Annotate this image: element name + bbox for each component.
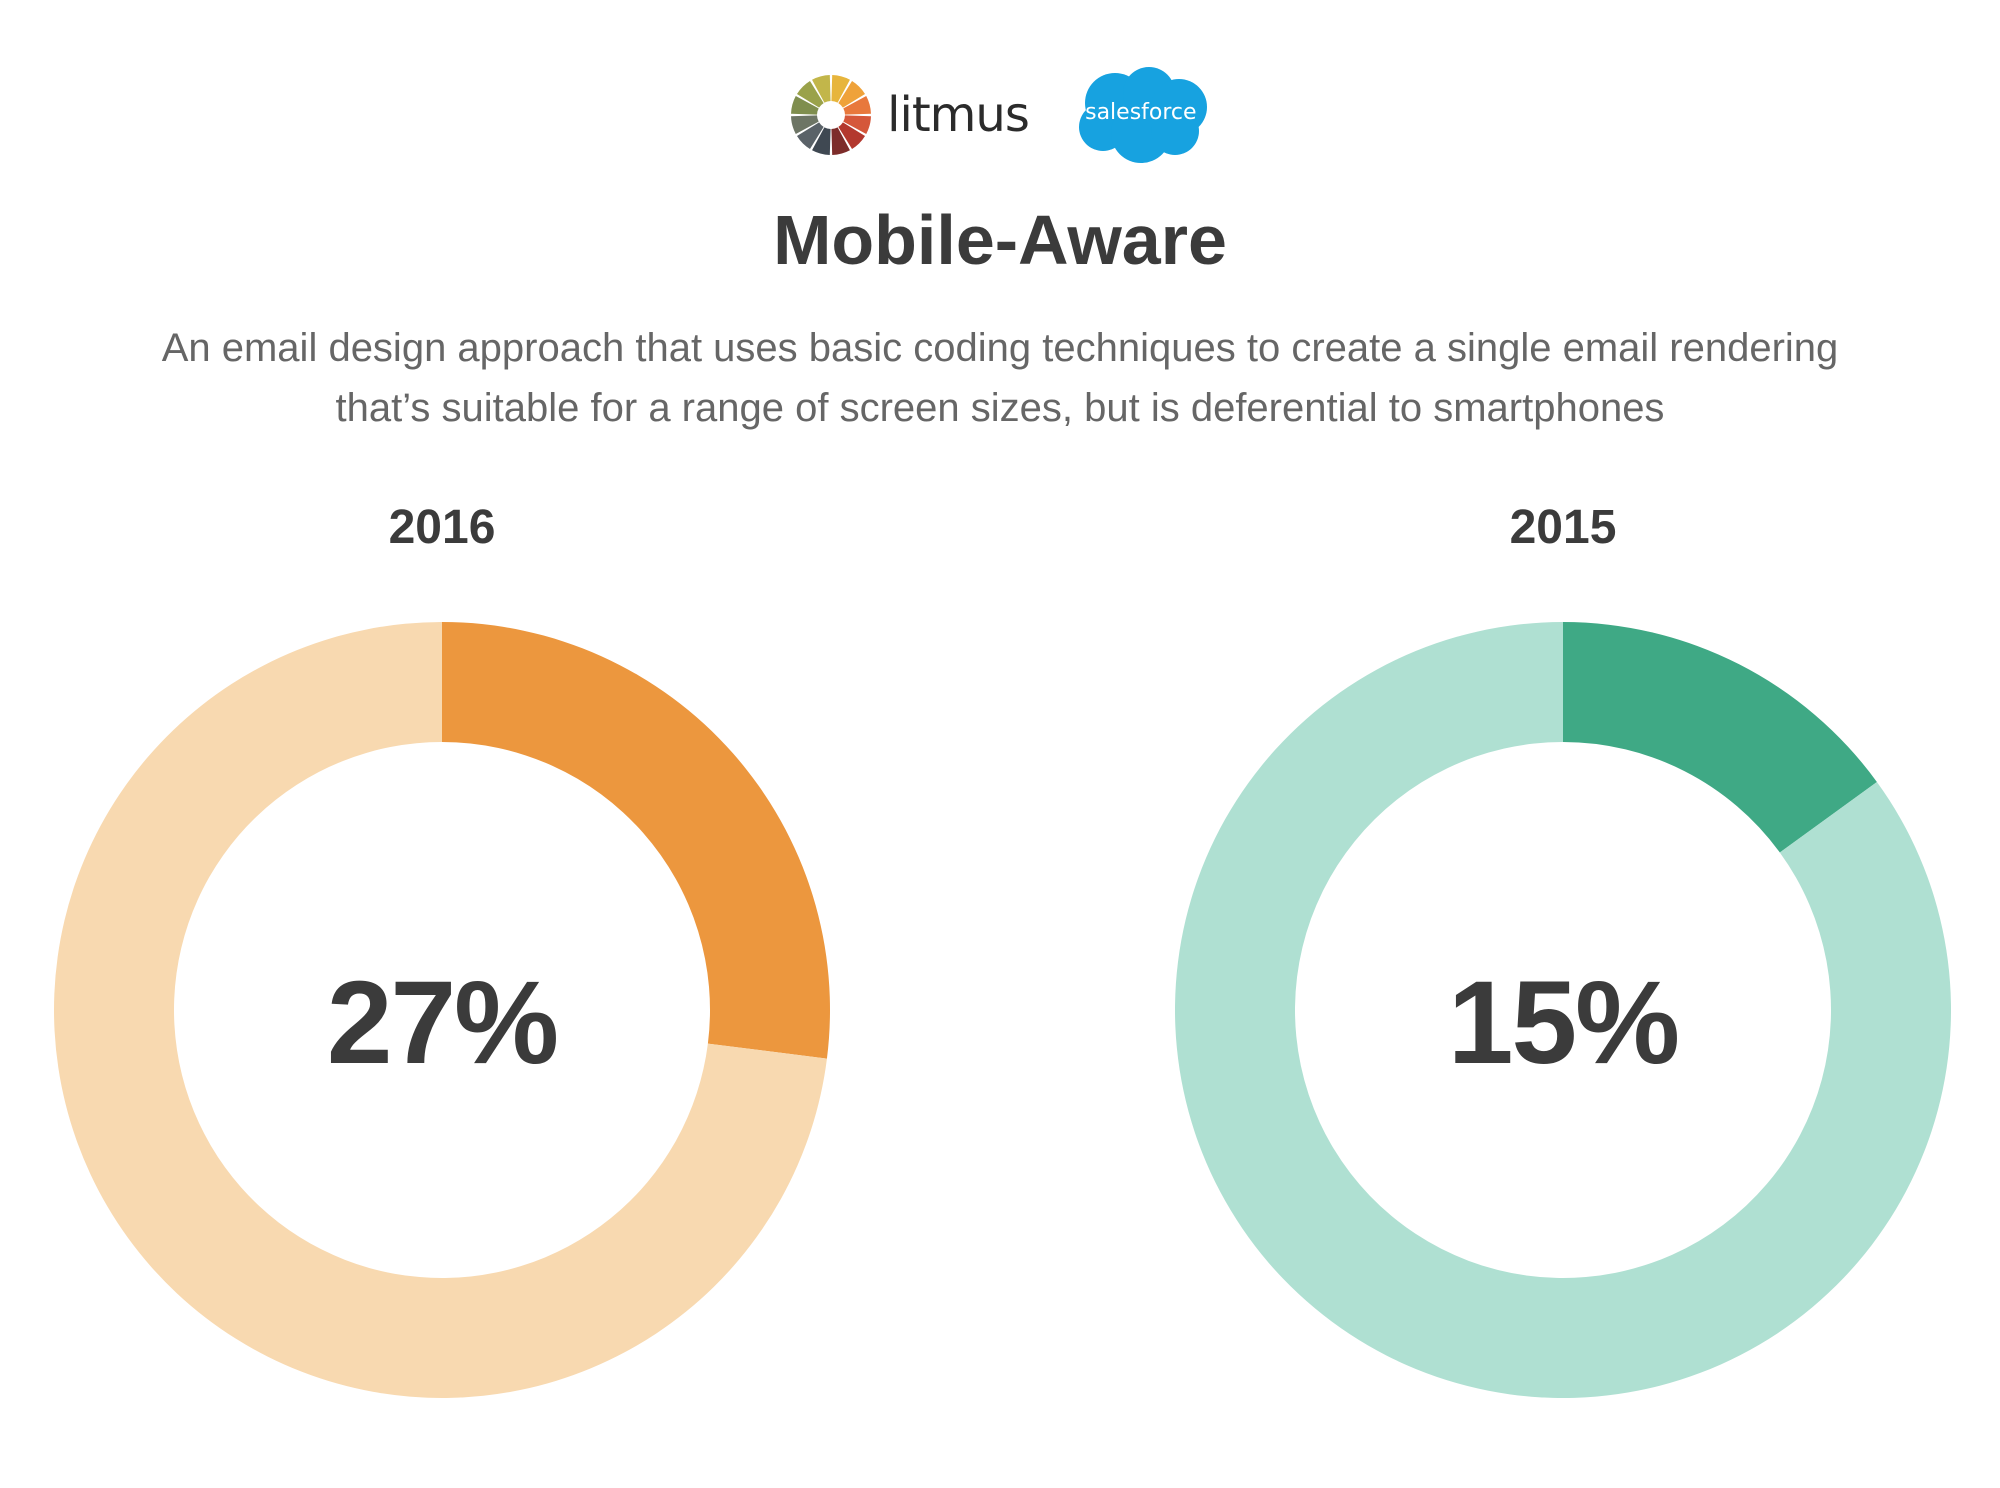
salesforce-cloud-icon <box>1078 67 1207 163</box>
litmus-wheel-segment <box>843 96 872 115</box>
litmus-wheel-segment <box>843 115 872 134</box>
page-subtitle: An email design approach that uses basic… <box>0 318 2000 438</box>
litmus-wheel-segment <box>838 122 866 150</box>
donut-slice-remainder <box>1175 622 1951 1398</box>
litmus-wheel-icon <box>791 75 872 155</box>
litmus-wheel-segment <box>838 80 866 108</box>
donut-slice-value <box>442 622 831 1059</box>
litmus-wheel-segment <box>831 127 851 155</box>
donut-svg <box>1175 622 1951 1398</box>
donut-chart-2015: 2015 15% <box>1163 500 1963 1420</box>
donut-chart-2016: 2016 27% <box>42 500 842 1420</box>
litmus-wheel-segment <box>831 75 851 103</box>
donut-center-label: 15% <box>1447 957 1680 1089</box>
litmus-wheel-segment <box>797 80 824 108</box>
subtitle-line-2: that’s suitable for a range of screen si… <box>335 386 1665 430</box>
salesforce-logo-text: salesforce <box>1085 100 1197 125</box>
litmus-wheel-segment <box>791 96 819 115</box>
donut-slice-remainder <box>54 622 827 1398</box>
salesforce-logo: salesforce <box>1071 63 1211 167</box>
chart-year-label: 2015 <box>1509 501 1617 554</box>
donut-slice-value <box>1563 622 1877 853</box>
chart-year-label: 2016 <box>388 501 496 554</box>
litmus-wheel-segment <box>791 115 819 134</box>
litmus-logo: litmus <box>789 73 1030 157</box>
donut-center-label: 27% <box>326 957 559 1089</box>
litmus-wheel-segment <box>812 75 831 103</box>
donut-svg <box>54 622 831 1398</box>
page-title: Mobile-Aware <box>773 201 1227 279</box>
litmus-wheel-segment <box>812 127 831 155</box>
litmus-wheel-segment <box>797 122 824 150</box>
subtitle-line-1: An email design approach that uses basic… <box>161 326 1839 370</box>
logos-row: litmus salesforce <box>0 60 2000 170</box>
litmus-logo-text: litmus <box>887 87 1030 143</box>
